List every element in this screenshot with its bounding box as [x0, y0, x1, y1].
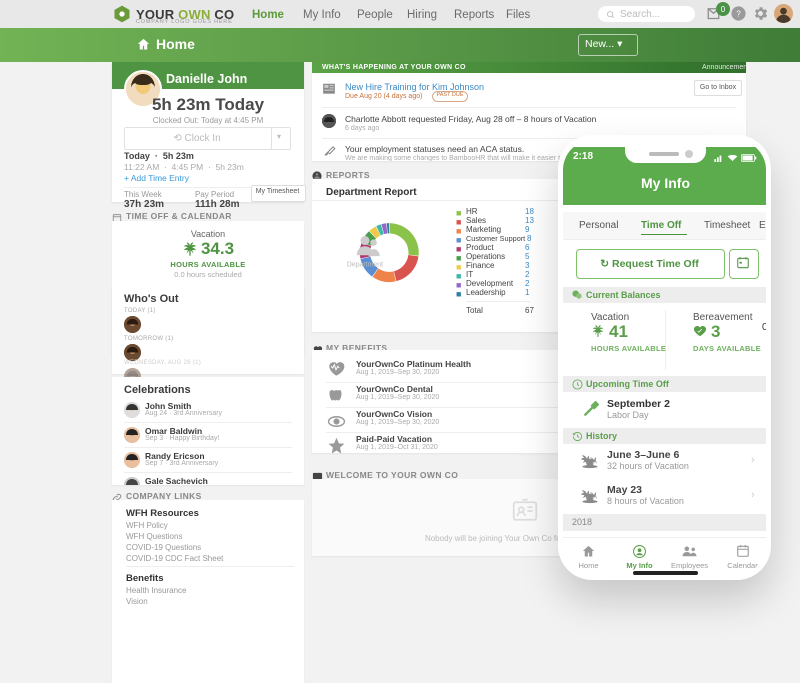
svg-text:0: 0	[721, 5, 726, 14]
svg-text:Department: Department	[347, 262, 383, 269]
svg-text:?: ?	[736, 10, 741, 19]
